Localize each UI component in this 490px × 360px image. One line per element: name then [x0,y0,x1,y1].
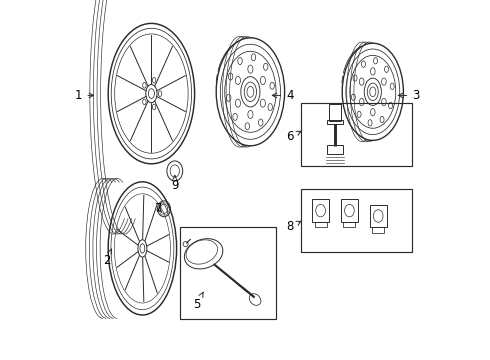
Text: 3: 3 [398,89,420,102]
Bar [343,222,355,228]
Text: 6: 6 [286,130,301,143]
Bar [328,104,342,121]
Text: 7: 7 [155,202,162,215]
Bar [341,199,358,222]
Bar [369,205,387,227]
Text: 8: 8 [286,220,301,233]
Bar [301,103,413,166]
Bar [312,199,329,222]
Bar [315,222,327,228]
Bar [327,145,343,154]
Bar [327,120,343,124]
Text: 1: 1 [75,89,94,102]
Bar [301,189,413,252]
Text: 9: 9 [171,176,178,192]
Text: 4: 4 [272,89,294,102]
Bar [180,227,275,319]
Text: 2: 2 [102,249,112,267]
Text: 5: 5 [193,292,203,311]
Bar [372,227,384,233]
